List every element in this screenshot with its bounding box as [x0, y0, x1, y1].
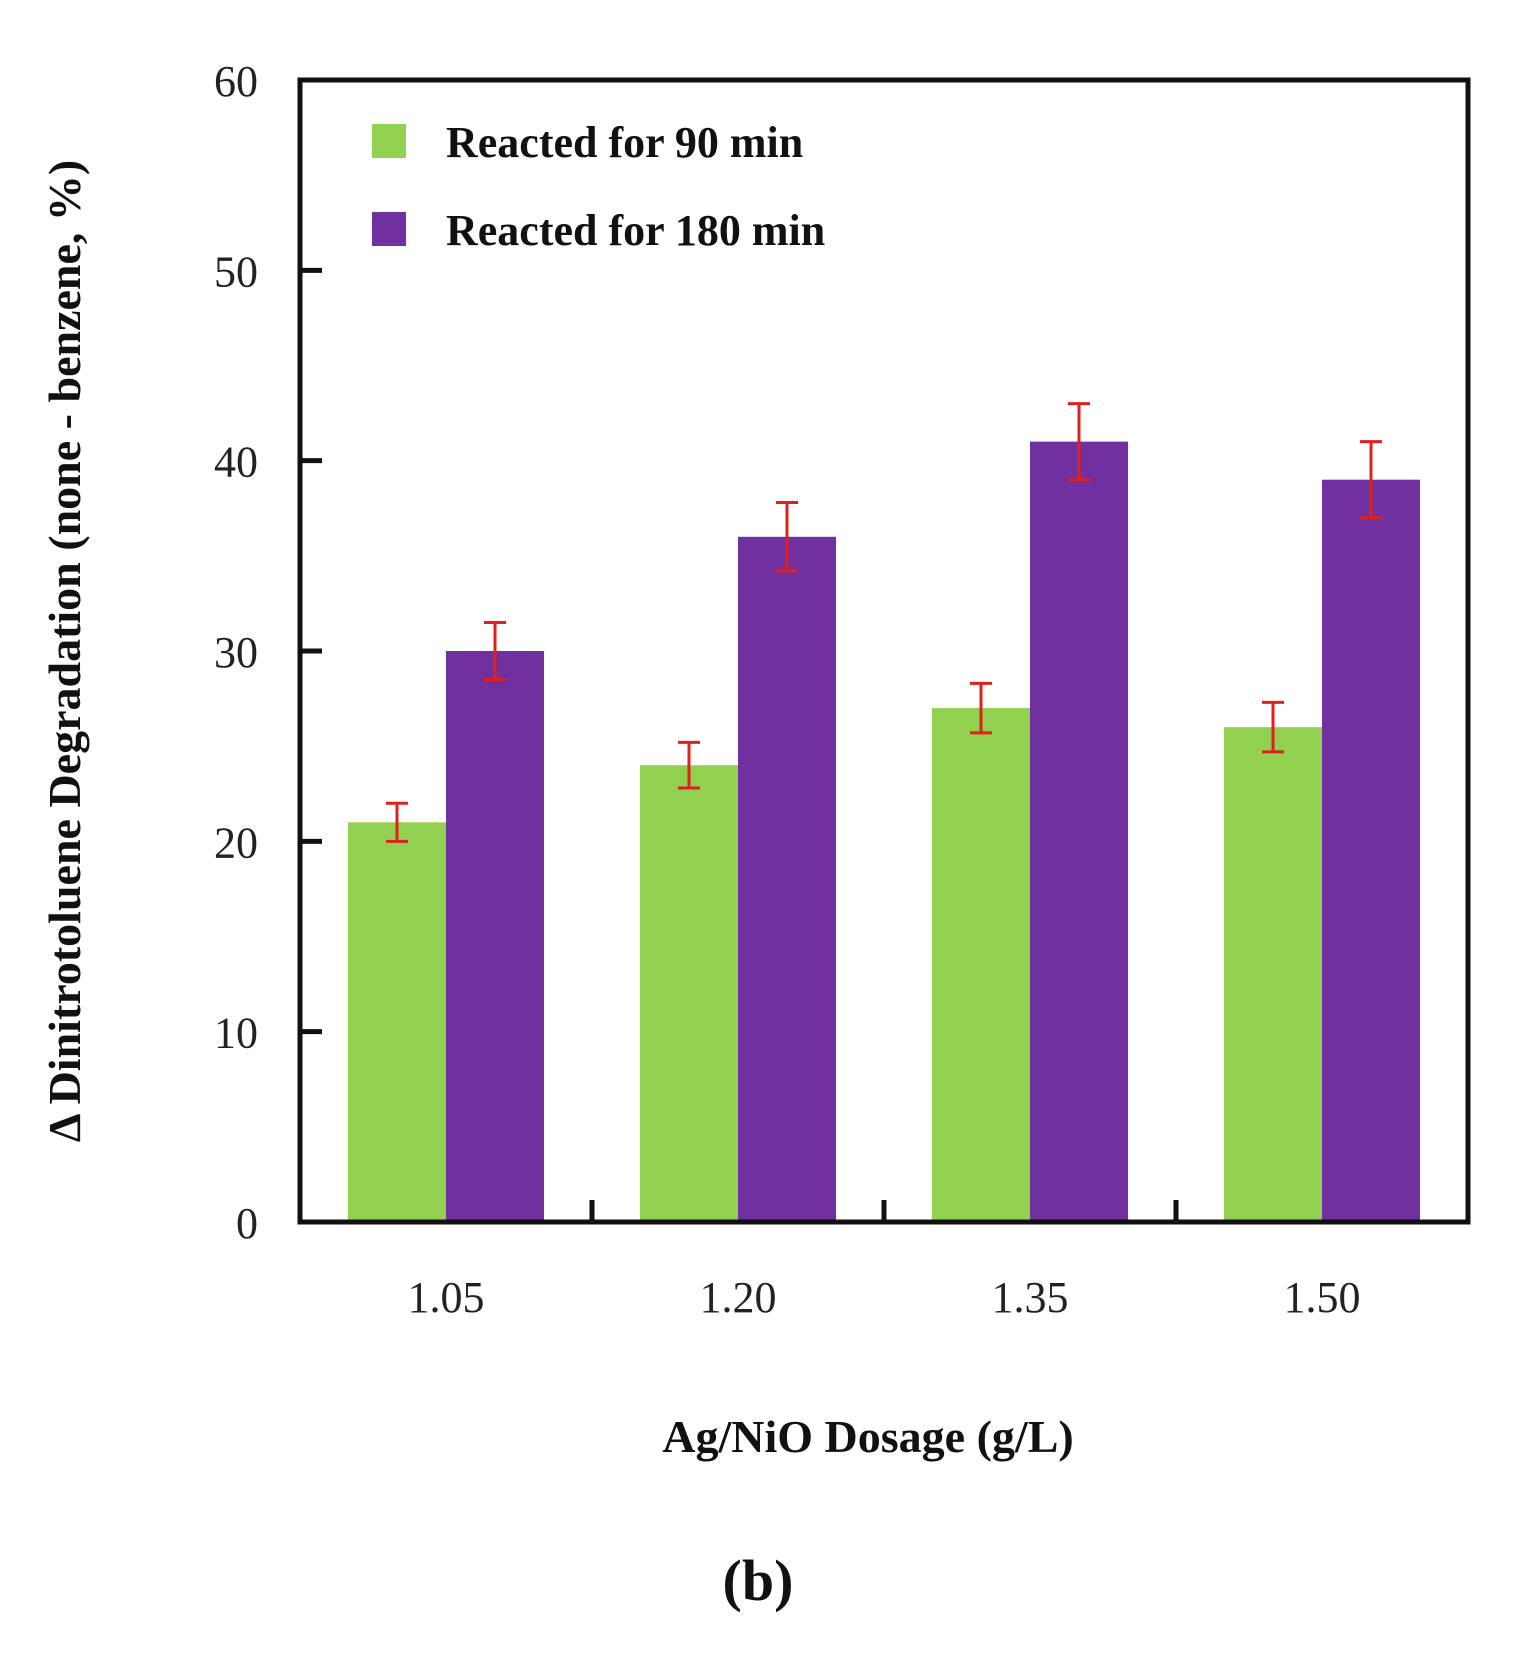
panel-label: (b) — [723, 1548, 794, 1613]
bar-180min — [446, 651, 544, 1222]
bar-90min — [932, 708, 1030, 1222]
y-tick-label: 30 — [214, 628, 258, 677]
bars-layer — [348, 441, 1420, 1223]
x-tick-label: 1.20 — [700, 1273, 777, 1322]
y-tick-label: 10 — [214, 1009, 258, 1058]
error-bars-layer — [386, 402, 1382, 843]
legend-label-90min: Reacted for 90 min — [446, 118, 803, 167]
y-tick-label: 50 — [214, 247, 258, 296]
y-tick-label: 60 — [214, 57, 258, 106]
y-axis: 0 10 20 30 40 50 60 — [214, 57, 322, 1248]
legend: Reacted for 90 min Reacted for 180 min — [372, 118, 825, 255]
x-axis-title: Ag/NiO Dosage (g/L) — [662, 1411, 1073, 1462]
y-tick-label: 0 — [236, 1199, 258, 1248]
bar-180min — [738, 536, 836, 1222]
y-tick-label: 40 — [214, 438, 258, 487]
x-tick-label: 1.05 — [408, 1273, 485, 1322]
legend-swatch-180min — [372, 212, 406, 246]
bar-180min — [1322, 479, 1420, 1222]
x-axis: 1.05 1.20 1.35 1.50 — [408, 1200, 1361, 1322]
legend-label-180min: Reacted for 180 min — [446, 206, 825, 255]
x-tick-label: 1.35 — [992, 1273, 1069, 1322]
bar-180min — [1030, 441, 1128, 1223]
legend-swatch-90min — [372, 124, 406, 158]
bar-90min — [1224, 727, 1322, 1222]
x-tick-label: 1.50 — [1284, 1273, 1361, 1322]
bar-90min — [348, 822, 446, 1222]
y-tick-label: 20 — [214, 818, 258, 867]
bar-90min — [640, 765, 738, 1222]
y-axis-title: Δ Dinitrotoluene Degradation (none - ben… — [39, 160, 90, 1142]
